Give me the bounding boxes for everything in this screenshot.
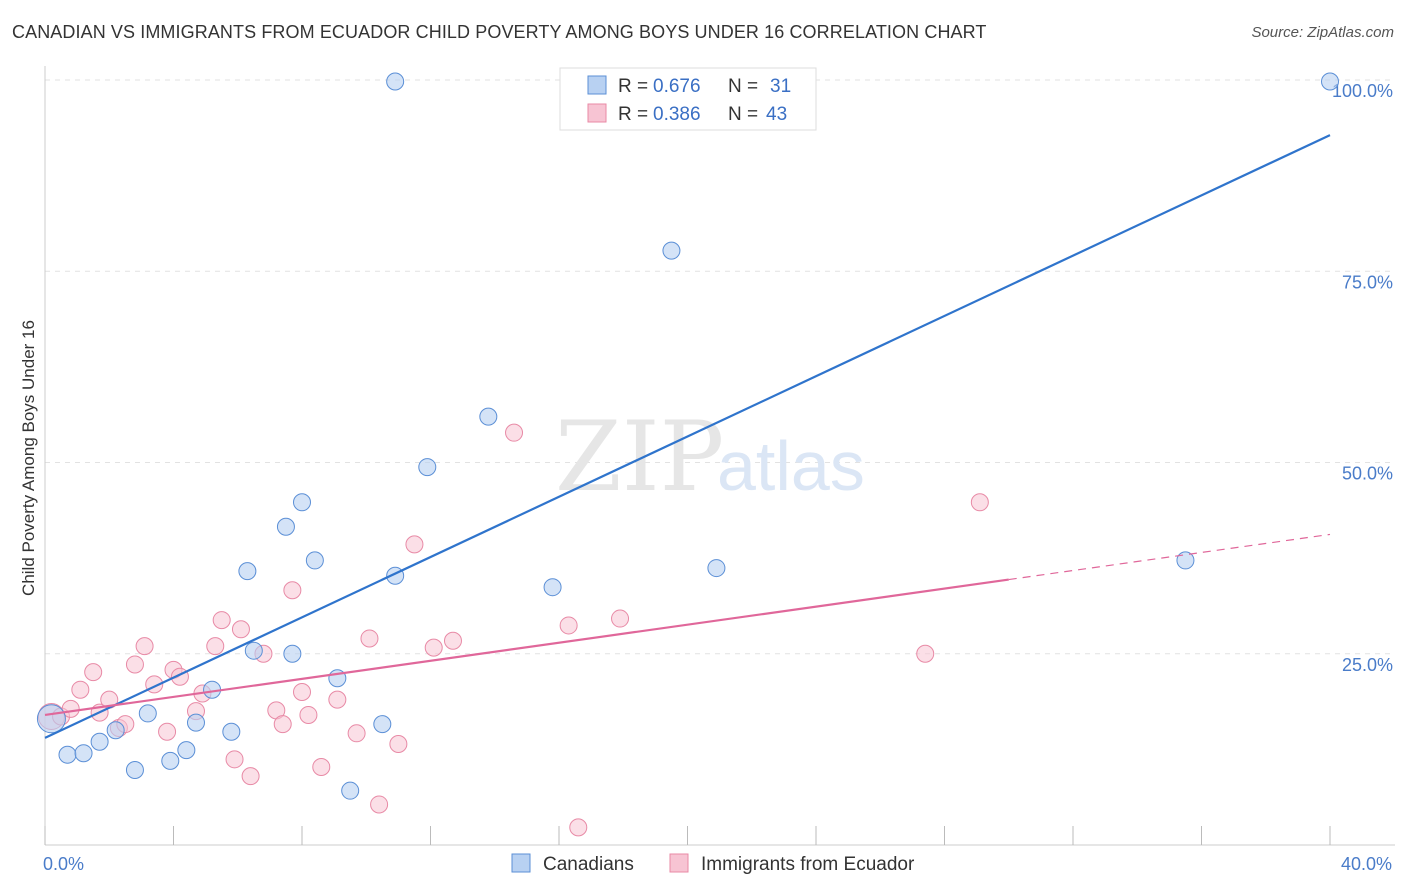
canadians-point (1321, 72, 1339, 91)
canadians-point (1176, 551, 1195, 570)
immigrants-point (241, 767, 260, 786)
canadians-point (341, 781, 360, 800)
immigrants-point (135, 637, 154, 656)
y-tick-label: 75.0% (1342, 272, 1393, 292)
canadians-point (222, 722, 241, 741)
canadians-point (186, 713, 205, 732)
immigrants-point (370, 795, 389, 814)
series-legend: Canadians Immigrants from Ecuador (511, 853, 915, 875)
immigrants-point (389, 735, 408, 754)
x-tick-labels: 0.0% 40.0% (43, 854, 1392, 874)
immigrants-point (225, 750, 244, 769)
canadians-point (373, 715, 392, 734)
immigrants-trend-extension (1008, 533, 1331, 581)
immigrants-point (158, 722, 177, 741)
legend-n-value-2: 43 (766, 104, 787, 125)
canadians-point (276, 517, 295, 536)
y-axis-label: Child Poverty Among Boys Under 16 (19, 320, 38, 596)
immigrants-point (206, 637, 225, 656)
watermark-atlas: atlas (717, 427, 865, 505)
legend-swatch-pink (587, 103, 607, 123)
canadians-point (161, 751, 180, 770)
y-tick-label: 25.0% (1342, 655, 1393, 675)
immigrants-point (505, 423, 524, 442)
canadians-point (177, 741, 196, 760)
canadians-point (58, 745, 77, 764)
canadians-point (386, 72, 405, 91)
series-canadians-points (36, 72, 1339, 800)
x-tick-label: 40.0% (1341, 854, 1392, 874)
source-credit: Source: ZipAtlas.com (1251, 24, 1394, 41)
legend-n-label-1: N = (728, 76, 758, 97)
immigrants-point (559, 616, 578, 635)
y-tick-label: 100.0% (1332, 81, 1393, 101)
immigrants-point (443, 631, 462, 650)
immigrants-point (916, 644, 935, 663)
canadians-trend-line (44, 134, 1331, 739)
series-legend-swatch-immigrants (669, 853, 689, 873)
canadians-point (418, 458, 437, 477)
legend-r-label-1: R = (618, 76, 648, 97)
legend-r-label-2: R = (618, 104, 648, 125)
correlation-legend: R = 0.676 N = 31 R = 0.386 N = 43 (559, 67, 817, 131)
canadians-point (238, 562, 257, 581)
immigrants-trend-line (44, 578, 1009, 717)
immigrants-point (125, 655, 144, 674)
axes (44, 66, 1395, 846)
canadians-point (74, 744, 93, 763)
canadians-point (662, 241, 681, 260)
immigrants-point (569, 818, 588, 837)
immigrants-point (84, 663, 103, 682)
immigrants-point (328, 690, 347, 709)
canadians-point (90, 732, 109, 751)
canadians-point (36, 704, 66, 734)
canadians-point (305, 551, 324, 570)
legend-r-value-1: 0.676 (653, 76, 701, 97)
trend-lines (44, 134, 1331, 739)
series-legend-swatch-canadians (511, 853, 531, 873)
immigrants-point (293, 683, 311, 701)
canadians-point (293, 493, 311, 512)
legend-n-value-1: 31 (770, 76, 791, 97)
canadians-point (125, 761, 144, 780)
immigrants-point (424, 638, 443, 657)
canadians-point (138, 704, 157, 723)
y-tick-labels: 25.0% 50.0% 75.0% 100.0% (1332, 81, 1393, 675)
immigrants-point (61, 699, 80, 718)
y-tick-label: 50.0% (1342, 464, 1393, 484)
chart-title: CANADIAN VS IMMIGRANTS FROM ECUADOR CHIL… (12, 22, 987, 42)
immigrants-point (360, 629, 379, 648)
immigrants-point (611, 609, 630, 628)
immigrants-point (347, 724, 366, 743)
canadians-point (707, 559, 726, 578)
series-legend-label-canadians: Canadians (543, 854, 634, 875)
immigrants-point (212, 611, 231, 630)
canadians-point (543, 578, 562, 597)
immigrants-point (970, 493, 989, 512)
watermark-zip: ZIP (555, 401, 724, 513)
canadians-point (244, 641, 263, 660)
legend-swatch-blue (587, 75, 607, 95)
series-legend-label-immigrants: Immigrants from Ecuador (701, 854, 915, 875)
x-tick-label: 0.0% (43, 854, 84, 874)
immigrants-point (71, 680, 90, 699)
legend-r-value-2: 0.386 (653, 104, 701, 125)
immigrants-point (283, 581, 302, 600)
immigrants-point (312, 757, 331, 776)
immigrants-point (405, 535, 424, 554)
canadians-point (106, 721, 125, 740)
legend-n-label-2: N = (728, 104, 758, 125)
immigrants-point (231, 620, 250, 639)
canadians-point (283, 644, 302, 663)
canadians-point (479, 407, 498, 426)
immigrants-point (273, 715, 292, 734)
immigrants-point (299, 705, 318, 724)
